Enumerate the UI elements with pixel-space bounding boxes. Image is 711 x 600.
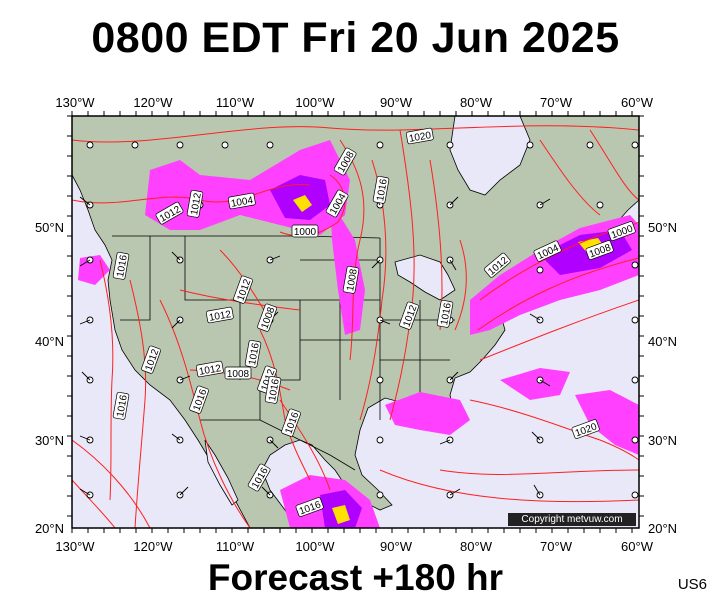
borders	[112, 235, 455, 471]
isobar-label: 1020	[405, 127, 434, 145]
map-title: 0800 EDT Fri 20 Jun 2025	[91, 14, 620, 62]
isobar-value: 1016	[439, 302, 454, 326]
isobar-label: 1016	[112, 251, 130, 280]
lon-label: 120°W	[133, 539, 173, 554]
lon-label: 110°W	[216, 95, 255, 110]
lat-label: 20°N	[35, 521, 64, 536]
isobar-value: 1008	[345, 268, 360, 292]
lon-label: 120°W	[133, 95, 173, 110]
isobar-value: 1000	[294, 227, 317, 238]
isobar-label: 1012	[195, 360, 224, 378]
great-lakes	[394, 254, 456, 301]
isobar-label: 1016	[244, 339, 262, 368]
lon-label: 130°W	[55, 95, 95, 110]
lon-label: 70°W	[540, 539, 573, 554]
isobar-label: 1008	[224, 366, 252, 380]
isobar-value: 1012	[198, 363, 222, 378]
isobar-labels: 1012 1012 10041000100410081016100810121016…	[112, 127, 636, 517]
wind-barbs	[86, 141, 639, 499]
lat-label: 40°N	[648, 334, 677, 349]
isobar-value: 1008	[227, 369, 250, 380]
lat-label: 30°N	[648, 433, 677, 448]
lon-label: 90°W	[380, 95, 413, 110]
isobar-label: 1016	[112, 391, 130, 420]
isobar-label: 1004	[227, 192, 256, 210]
lon-label: 110°W	[216, 539, 255, 554]
isobar-label: 1016	[436, 299, 454, 328]
lat-label: 50°N	[35, 220, 64, 235]
isobar-value: 1012	[208, 309, 232, 324]
isobar-label: 1016	[264, 375, 282, 404]
isobar-value: 1016	[375, 178, 390, 202]
longitude-labels-top: 130°W 120°W 110°W 100°W 90°W 80°W 70°W 6…	[55, 95, 653, 110]
isobar-label: 1016	[372, 175, 390, 204]
lon-label: 80°W	[460, 539, 493, 554]
isobar-label: 1008	[342, 265, 360, 294]
lon-label: 90°W	[380, 539, 413, 554]
gulf-of-california	[204, 439, 239, 506]
tick-marks	[67, 111, 644, 533]
isobar-value: 1016	[115, 394, 130, 418]
isobar-value: 1016	[267, 378, 282, 402]
map-frame	[71, 115, 640, 529]
lat-label: 40°N	[35, 334, 64, 349]
longitude-labels-bottom: 130°W 120°W 110°W 100°W 90°W 80°W 70°W 6…	[55, 539, 653, 554]
isobar-value: 1004	[230, 195, 254, 210]
isobar-label: 1012	[205, 306, 234, 324]
axis-ticks	[67, 111, 644, 533]
lat-label: 20°N	[648, 521, 677, 536]
lon-label: 80°W	[460, 95, 493, 110]
isobar-value: 1012	[189, 192, 204, 216]
latitude-labels-right: 50°N 40°N 30°N 20°N	[648, 220, 677, 536]
lon-label: 100°W	[295, 539, 335, 554]
isobar-label: 1000	[291, 224, 319, 238]
lon-label: 60°W	[621, 539, 654, 554]
lon-label: 60°W	[621, 95, 654, 110]
copyright-notice: Copyright metvuw.com	[508, 513, 636, 526]
lon-label: 130°W	[55, 539, 95, 554]
latitude-labels-left: 50°N 40°N 30°N 20°N	[35, 220, 64, 536]
isobar-value: 1016	[115, 254, 130, 278]
lon-label: 100°W	[295, 95, 335, 110]
isobar-label: 1012	[186, 189, 204, 218]
lon-label: 70°W	[540, 95, 573, 110]
region-code: US6	[677, 576, 707, 593]
hudson-bay	[449, 116, 531, 196]
isobar-value: 1016	[247, 342, 262, 366]
isobar-value: 1020	[408, 130, 432, 145]
lat-label: 30°N	[35, 433, 64, 448]
forecast-label: Forecast +180 hr	[207, 557, 504, 598]
lat-label: 50°N	[648, 220, 677, 235]
